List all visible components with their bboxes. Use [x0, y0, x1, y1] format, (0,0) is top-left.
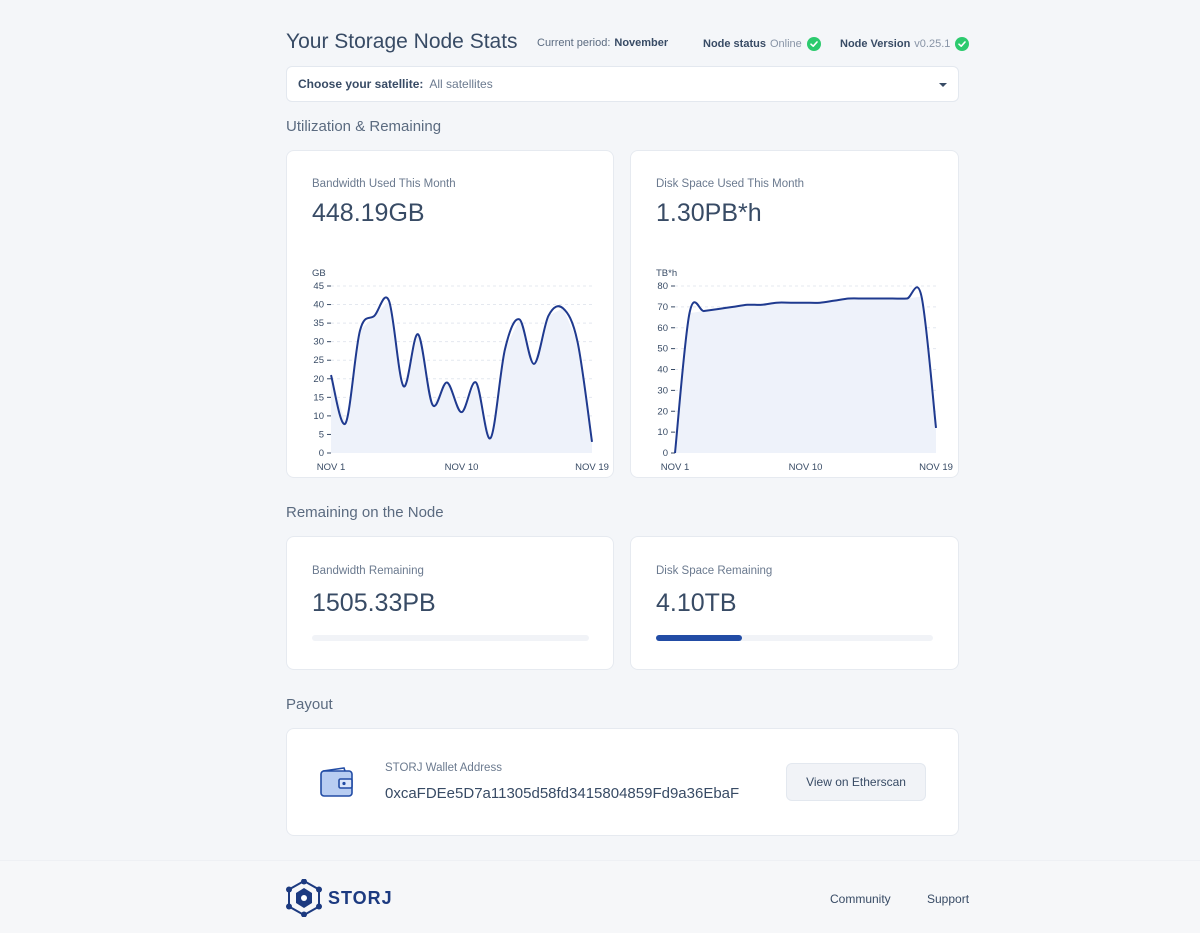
wallet-label: STORJ Wallet Address [385, 762, 502, 774]
bandwidth-used-card: Bandwidth Used This Month 448.19GB GB 0 5 1… [286, 150, 614, 478]
y-tick-label: 40 [657, 365, 668, 376]
check-circle-icon [806, 37, 821, 51]
y-tick-label: 30 [313, 337, 324, 348]
disk-remaining-bar-fill [656, 635, 742, 641]
y-tick-label: 10 [313, 411, 324, 422]
y-tick-label: 20 [657, 406, 668, 417]
page-title: Your Storage Node Stats [286, 30, 518, 53]
area-fill [331, 300, 592, 453]
y-tick-label: 10 [657, 427, 668, 438]
bandwidth-chart: GB 0 5 10 15 20 25 30 35 40 45 NOV 1 NOV 10 NOV 19 [312, 268, 609, 473]
y-tick-label: 70 [657, 302, 668, 313]
y-tick-label: 5 [319, 429, 324, 440]
y-tick-label: 80 [657, 281, 668, 292]
check-circle-icon [955, 37, 970, 51]
wallet-address: 0xcaFDEe5D7a11305d58fd3415804859Fd9a36Eb… [385, 785, 740, 802]
bandwidth-remaining-label: Bandwidth Remaining [312, 565, 424, 577]
remaining-section-title: Remaining on the Node [286, 504, 444, 521]
status-label: Node status [703, 38, 766, 50]
storj-logo-icon [286, 879, 322, 917]
x-tick-label: NOV 19 [919, 462, 953, 473]
y-tick-label: 30 [657, 385, 668, 396]
y-axis-label: TB*h [656, 268, 677, 279]
area-fill [675, 296, 936, 453]
satellite-label: Choose your satellite: [298, 77, 424, 91]
view-on-etherscan-button[interactable]: View on Etherscan [786, 763, 926, 801]
bandwidth-used-value: 448.19GB [312, 199, 425, 227]
disk-space-chart: TB*h 0 10 20 30 40 50 60 70 80 NOV 1 NOV 10 NOV 19 [656, 268, 953, 473]
bandwidth-remaining-value: 1505.33PB [312, 589, 436, 617]
y-tick-label: 25 [313, 355, 324, 366]
y-tick-label: 35 [313, 318, 324, 329]
chevron-down-icon[interactable] [939, 83, 947, 87]
version-label: Node Version [840, 38, 911, 50]
footer: STORJ Community Support [0, 860, 1200, 933]
y-tick-label: 50 [657, 344, 668, 355]
series-line [674, 286, 937, 454]
node-status: Node status Online [703, 37, 821, 51]
bandwidth-used-label: Bandwidth Used This Month [312, 178, 456, 190]
disk-remaining-card: Disk Space Remaining 4.10TB [630, 536, 959, 670]
version-value: v0.25.1 [914, 38, 951, 50]
wallet-icon [320, 767, 354, 802]
disk-remaining-label: Disk Space Remaining [656, 565, 773, 577]
x-tick-label: NOV 1 [317, 462, 346, 473]
support-link[interactable]: Support [927, 892, 970, 906]
disk-used-label: Disk Space Used This Month [656, 178, 805, 190]
payout-card: STORJ Wallet Address 0xcaFDEe5D7a11305d5… [286, 728, 959, 836]
y-tick-label: 45 [313, 281, 324, 292]
disk-used-card: Disk Space Used This Month 1.30PB*h TB*h… [630, 150, 959, 478]
utilization-section-title: Utilization & Remaining [286, 118, 442, 135]
series-line [330, 296, 593, 443]
community-link[interactable]: Community [830, 892, 891, 906]
x-tick-label: NOV 1 [661, 462, 690, 473]
storj-logo[interactable]: STORJ [286, 879, 393, 917]
disk-used-value: 1.30PB*h [656, 199, 762, 227]
x-tick-label: NOV 10 [445, 462, 479, 473]
logo-text: STORJ [328, 887, 393, 908]
bandwidth-remaining-bar [312, 635, 589, 641]
y-tick-label: 60 [657, 323, 668, 334]
status-value: Online [769, 38, 802, 50]
node-version: Node Version v0.25.1 [840, 37, 970, 51]
period-label: Current period: [537, 37, 611, 49]
y-tick-label: 0 [319, 448, 324, 459]
x-tick-label: NOV 10 [789, 462, 823, 473]
y-tick-label: 15 [313, 392, 324, 403]
payout-section-title: Payout [286, 696, 333, 713]
y-axis-label: GB [312, 268, 326, 279]
y-tick-label: 20 [313, 374, 324, 385]
satellite-value: All satellites [429, 77, 493, 91]
y-tick-label: 40 [313, 300, 324, 311]
bandwidth-remaining-card: Bandwidth Remaining 1505.33PB [286, 536, 614, 670]
x-tick-label: NOV 19 [575, 462, 609, 473]
period-value: November [614, 37, 669, 49]
page-header: Your Storage Node Stats Current period: … [286, 30, 970, 56]
current-period: Current period: November [537, 37, 668, 49]
y-tick-label: 0 [663, 448, 668, 459]
disk-remaining-value: 4.10TB [656, 589, 737, 617]
disk-remaining-bar [656, 635, 933, 641]
satellite-select[interactable]: Choose your satellite: All satellites [286, 66, 959, 102]
